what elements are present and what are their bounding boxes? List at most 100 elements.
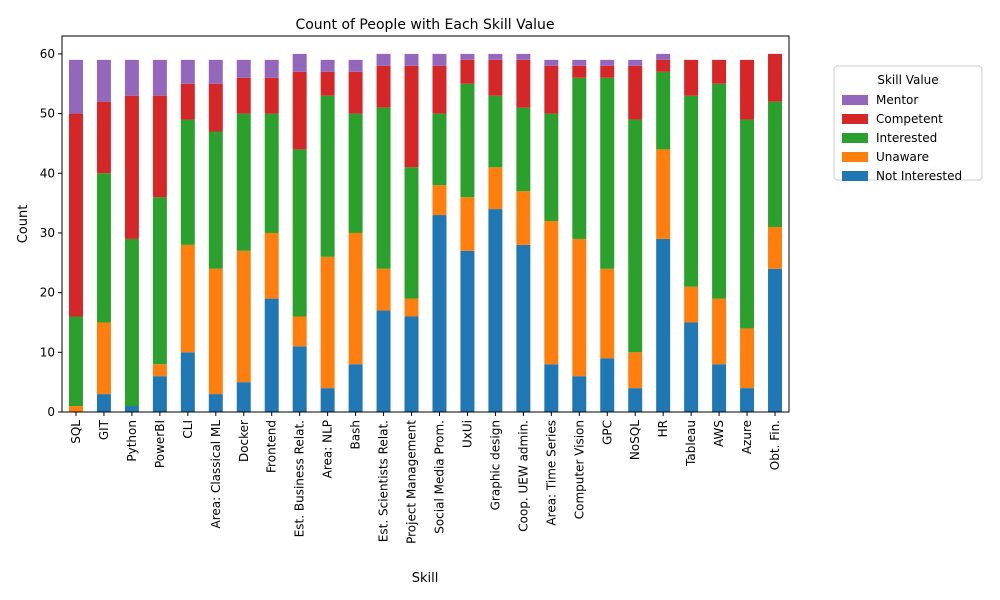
bar-segment bbox=[656, 59, 671, 72]
bar-segment bbox=[236, 77, 251, 114]
legend-swatch bbox=[842, 95, 868, 105]
bar-segment bbox=[264, 113, 279, 233]
y-tick-label: 10 bbox=[40, 345, 55, 359]
bar-segment bbox=[320, 95, 335, 257]
bar-segment bbox=[292, 149, 307, 317]
x-tick-label: Docker bbox=[237, 420, 251, 462]
bar-segment bbox=[320, 388, 335, 412]
bar-segment bbox=[180, 352, 195, 412]
bar-segment bbox=[768, 226, 783, 269]
bar-segment bbox=[740, 119, 755, 329]
bar-segment bbox=[628, 119, 643, 353]
legend-label: Competent bbox=[876, 112, 943, 126]
bar-segment bbox=[572, 59, 587, 66]
bar-segment bbox=[488, 95, 503, 168]
bar-segment bbox=[264, 232, 279, 299]
bar-segment bbox=[404, 316, 419, 412]
y-tick-label: 20 bbox=[40, 286, 55, 300]
bar-segment bbox=[404, 65, 419, 168]
bar-segment bbox=[628, 388, 643, 412]
x-axis-ticks: SQL GIT Python PowerBI CLI Area: Classical ML… bbox=[69, 412, 782, 544]
bar-segment bbox=[516, 59, 531, 108]
bar-segment bbox=[656, 71, 671, 150]
bar-segment bbox=[96, 59, 111, 102]
bar-segment bbox=[460, 83, 475, 198]
bar-segment bbox=[712, 298, 727, 365]
bar-segment bbox=[208, 394, 223, 412]
bar-segment bbox=[236, 59, 251, 78]
bar-segment bbox=[348, 59, 363, 72]
bar-segment bbox=[348, 232, 363, 365]
bar-segment bbox=[628, 59, 643, 66]
bar-segment bbox=[740, 328, 755, 389]
x-tick-label: NoSQL bbox=[628, 420, 642, 460]
bar-segment bbox=[320, 71, 335, 96]
x-tick-label: Area: NLP bbox=[321, 420, 335, 478]
y-tick-label: 0 bbox=[47, 405, 55, 419]
bar-segment bbox=[320, 59, 335, 72]
bar-segment bbox=[460, 197, 475, 251]
bar-segment bbox=[292, 346, 307, 412]
x-tick-label: Social Media Prom. bbox=[432, 420, 446, 534]
bar-segment bbox=[404, 167, 419, 299]
bar-segment bbox=[516, 191, 531, 245]
bar-segment bbox=[152, 59, 167, 96]
bar-segment bbox=[572, 238, 587, 377]
bar-segment bbox=[740, 59, 755, 120]
bar-segment bbox=[208, 59, 223, 84]
bar-segment bbox=[684, 322, 699, 412]
bar-segment bbox=[68, 316, 83, 407]
bar-segment bbox=[348, 364, 363, 412]
x-tick-label: Area: Classical ML bbox=[209, 420, 223, 529]
bar-segment bbox=[516, 107, 531, 192]
x-tick-label: Obt. Fin. bbox=[768, 420, 782, 470]
bar-segment bbox=[180, 83, 195, 120]
bar-segment bbox=[376, 53, 391, 66]
bar-segment bbox=[600, 358, 615, 412]
legend-items: Mentor Competent Interested Unaware Not Inte… bbox=[842, 93, 962, 183]
bar-segment bbox=[152, 95, 167, 198]
bar-segment bbox=[180, 244, 195, 353]
bar-segment bbox=[292, 71, 307, 150]
bar-segment bbox=[460, 250, 475, 412]
bar-segment bbox=[516, 53, 531, 60]
bar-segment bbox=[460, 59, 475, 84]
bar-segment bbox=[656, 238, 671, 412]
bar-segment bbox=[600, 59, 615, 66]
bar-segment bbox=[152, 376, 167, 412]
bar-segment bbox=[180, 119, 195, 245]
bar-segment bbox=[572, 77, 587, 239]
bar-segment bbox=[96, 322, 111, 395]
x-tick-label: Est. Scientists Relat. bbox=[377, 420, 391, 542]
bar-segment bbox=[544, 364, 559, 412]
bar-segment bbox=[572, 376, 587, 412]
bar-segment bbox=[656, 53, 671, 60]
legend-label: Mentor bbox=[876, 93, 918, 107]
bar-segment bbox=[376, 310, 391, 412]
x-tick-label: Azure bbox=[740, 420, 754, 454]
bar-segment bbox=[152, 364, 167, 377]
y-tick-label: 60 bbox=[40, 47, 55, 61]
bar-segment bbox=[404, 53, 419, 66]
x-tick-label: Tableau bbox=[684, 420, 698, 467]
bar-segment bbox=[432, 53, 447, 66]
y-tick-label: 40 bbox=[40, 166, 55, 180]
x-tick-label: AWS bbox=[712, 420, 726, 447]
bar-segment bbox=[768, 268, 783, 412]
bar-segment bbox=[544, 221, 559, 365]
bar-segment bbox=[684, 286, 699, 323]
legend-swatch bbox=[842, 171, 868, 181]
legend-label: Interested bbox=[876, 131, 937, 145]
legend: Skill Value Mentor Competent Interested Una… bbox=[833, 65, 983, 183]
x-tick-label: Computer Vision bbox=[572, 420, 586, 519]
bar-segment bbox=[348, 71, 363, 114]
bar-segment bbox=[320, 256, 335, 389]
bar-segment bbox=[180, 59, 195, 84]
bar-segment bbox=[544, 65, 559, 114]
x-tick-label: Area: Time Series bbox=[544, 420, 558, 526]
bar-segment bbox=[572, 65, 587, 78]
x-tick-label: Coop. UEW admin. bbox=[516, 420, 530, 532]
bar-segment bbox=[432, 65, 447, 114]
plot-frame bbox=[61, 35, 790, 413]
